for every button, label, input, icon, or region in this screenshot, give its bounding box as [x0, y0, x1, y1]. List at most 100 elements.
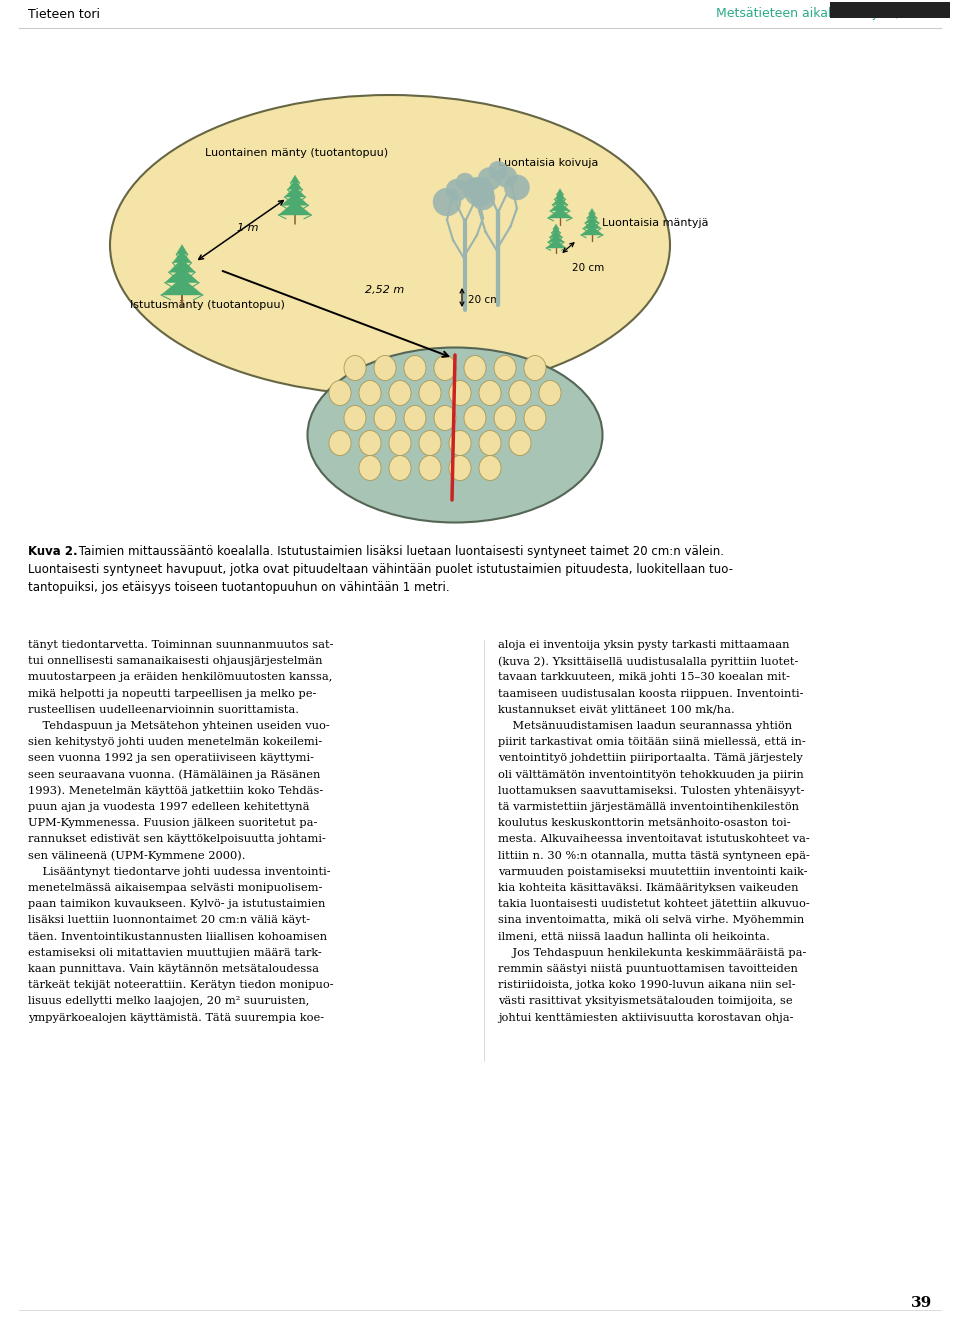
- Text: kustannukset eivät ylittäneet 100 mk/ha.: kustannukset eivät ylittäneet 100 mk/ha.: [498, 704, 734, 715]
- Text: menetelmässä aikaisempaa selvästi monipuolisem-: menetelmässä aikaisempaa selvästi monipu…: [28, 882, 323, 893]
- Ellipse shape: [446, 179, 468, 201]
- Text: sen välineenä (UPM-Kymmene 2000).: sen välineenä (UPM-Kymmene 2000).: [28, 851, 246, 861]
- Ellipse shape: [404, 355, 426, 380]
- Text: lisuus edellytti melko laajojen, 20 m² suuruisten,: lisuus edellytti melko laajojen, 20 m² s…: [28, 997, 309, 1006]
- Text: mesta. Alkuvaiheessa inventoitavat istutuskohteet va-: mesta. Alkuvaiheessa inventoitavat istut…: [498, 835, 809, 844]
- FancyBboxPatch shape: [830, 3, 950, 19]
- Ellipse shape: [489, 161, 508, 179]
- Ellipse shape: [509, 431, 531, 456]
- Ellipse shape: [374, 405, 396, 431]
- Ellipse shape: [504, 175, 530, 199]
- Ellipse shape: [496, 166, 516, 187]
- Text: ympyärkoealojen käyttämistä. Tätä suurempia koe-: ympyärkoealojen käyttämistä. Tätä suurem…: [28, 1013, 324, 1022]
- Ellipse shape: [344, 405, 366, 431]
- Text: Metsänuudistamisen laadun seurannassa yhtiön: Metsänuudistamisen laadun seurannassa yh…: [498, 722, 792, 731]
- Text: Luontaisia mäntyjä: Luontaisia mäntyjä: [602, 218, 708, 229]
- Ellipse shape: [344, 355, 366, 380]
- Polygon shape: [550, 231, 563, 237]
- Ellipse shape: [479, 431, 501, 456]
- Text: tärkeät tekijät noteerattiin. Kerätyn tiedon monipuo-: tärkeät tekijät noteerattiin. Kerätyn ti…: [28, 981, 334, 990]
- Ellipse shape: [374, 355, 396, 380]
- Text: oli välttämätön inventointityön tehokkuuden ja piirin: oli välttämätön inventointityön tehokkuu…: [498, 769, 804, 780]
- Text: estamiseksi oli mitattavien muuttujien määrä tark-: estamiseksi oli mitattavien muuttujien m…: [28, 948, 322, 958]
- Ellipse shape: [419, 431, 441, 456]
- Polygon shape: [548, 235, 564, 242]
- Text: 2,52 m: 2,52 m: [365, 284, 404, 295]
- Text: sina inventoimatta, mikä oli selvä virhe. Myöhemmin: sina inventoimatta, mikä oli selvä virhe…: [498, 916, 804, 925]
- Polygon shape: [284, 186, 305, 197]
- Text: 39: 39: [911, 1296, 932, 1310]
- Ellipse shape: [456, 173, 474, 191]
- Text: Luontaisia koivuja: Luontaisia koivuja: [498, 158, 598, 167]
- Ellipse shape: [359, 456, 381, 481]
- Text: rannukset edistivät sen käyttökelpoisuutta johtami-: rannukset edistivät sen käyttökelpoisuut…: [28, 835, 325, 844]
- Ellipse shape: [464, 405, 486, 431]
- Polygon shape: [546, 241, 565, 249]
- Ellipse shape: [404, 405, 426, 431]
- Ellipse shape: [110, 94, 670, 395]
- Text: tä varmistettiin järjestämällä inventointihenkilestön: tä varmistettiin järjestämällä inventoin…: [498, 801, 799, 812]
- Text: Taimien mittaussääntö koealalla. Istutustaimien lisäksi luetaan luontaisesti syn: Taimien mittaussääntö koealalla. Istutus…: [75, 545, 724, 558]
- Text: lisäksi luettiin luonnontaimet 20 cm:n väliä käyt-: lisäksi luettiin luonnontaimet 20 cm:n v…: [28, 916, 310, 925]
- Polygon shape: [165, 267, 199, 283]
- Text: Tieteen tori: Tieteen tori: [28, 8, 100, 20]
- Ellipse shape: [359, 431, 381, 456]
- Polygon shape: [583, 221, 601, 229]
- Polygon shape: [589, 209, 595, 214]
- Ellipse shape: [389, 380, 411, 405]
- Text: (kuva 2). Yksittäisellä uudistusalalla pyrittiin luotet-: (kuva 2). Yksittäisellä uudistusalalla p…: [498, 657, 799, 667]
- Polygon shape: [552, 197, 567, 205]
- Polygon shape: [177, 245, 188, 254]
- Ellipse shape: [434, 355, 456, 380]
- Ellipse shape: [494, 355, 516, 380]
- Text: UPM-Kymmenessa. Fuusion jälkeen suoritetut pa-: UPM-Kymmenessa. Fuusion jälkeen suoritet…: [28, 819, 318, 828]
- Text: 1 m: 1 m: [237, 223, 258, 233]
- Ellipse shape: [463, 178, 483, 198]
- Ellipse shape: [449, 456, 471, 481]
- Ellipse shape: [494, 405, 516, 431]
- Ellipse shape: [471, 186, 495, 210]
- Polygon shape: [548, 209, 572, 218]
- Ellipse shape: [389, 456, 411, 481]
- Ellipse shape: [478, 167, 501, 190]
- Text: koulutus keskuskonttorin metsänhoito-osaston toi-: koulutus keskuskonttorin metsänhoito-osa…: [498, 819, 791, 828]
- Text: takia luontaisesti uudistetut kohteet jätettiin alkuvuo-: takia luontaisesti uudistetut kohteet jä…: [498, 900, 809, 909]
- Ellipse shape: [464, 355, 486, 380]
- Ellipse shape: [524, 355, 546, 380]
- Polygon shape: [587, 213, 597, 218]
- Polygon shape: [585, 217, 599, 223]
- Text: ventointityö johdettiin piiriportaalta. Tämä järjestely: ventointityö johdettiin piiriportaalta. …: [498, 754, 803, 763]
- Text: västi rasittivat yksityismetsätalouden toimijoita, se: västi rasittivat yksityismetsätalouden t…: [498, 997, 793, 1006]
- Polygon shape: [173, 251, 191, 263]
- Text: mikä helpotti ja nopeutti tarpeellisen ja melko pe-: mikä helpotti ja nopeutti tarpeellisen j…: [28, 688, 317, 699]
- Text: Luontaisesti syntyneet havupuut, jotka ovat pituudeltaan vähintään puolet istutu: Luontaisesti syntyneet havupuut, jotka o…: [28, 563, 733, 575]
- Polygon shape: [287, 181, 302, 190]
- Polygon shape: [555, 193, 565, 199]
- Ellipse shape: [419, 380, 441, 405]
- Text: seen seuraavana vuonna. (Hämäläinen ja Räsänen: seen seuraavana vuonna. (Hämäläinen ja R…: [28, 769, 321, 780]
- Text: ristiriidoista, jotka koko 1990-luvun aikana niin sel-: ristiriidoista, jotka koko 1990-luvun ai…: [498, 981, 796, 990]
- Polygon shape: [581, 226, 603, 235]
- Text: ilmeni, että niissä laadun hallinta oli heikointa.: ilmeni, että niissä laadun hallinta oli …: [498, 932, 770, 942]
- Text: 20 cm: 20 cm: [468, 295, 500, 304]
- Text: sien kehitystyö johti uuden menetelmän kokeilemi-: sien kehitystyö johti uuden menetelmän k…: [28, 738, 323, 747]
- Ellipse shape: [465, 177, 493, 206]
- Polygon shape: [550, 202, 570, 211]
- Ellipse shape: [329, 431, 351, 456]
- Polygon shape: [169, 259, 195, 272]
- Text: varmuuden poistamiseksi muutettiin inventointi kaik-: varmuuden poistamiseksi muutettiin inven…: [498, 867, 807, 877]
- Text: puun ajan ja vuodesta 1997 edelleen kehitettynä: puun ajan ja vuodesta 1997 edelleen kehi…: [28, 801, 309, 812]
- Text: 20 cm: 20 cm: [572, 263, 604, 272]
- Text: Metsätieteen aikakauskirja 1/2002: Metsätieteen aikakauskirja 1/2002: [716, 8, 932, 20]
- Polygon shape: [291, 175, 300, 183]
- Text: tänyt tiedontarvetta. Toiminnan suunnanmuutos sat-: tänyt tiedontarvetta. Toiminnan suunnanm…: [28, 641, 333, 650]
- Ellipse shape: [449, 380, 471, 405]
- Text: täen. Inventointikustannusten liiallisen kohoamisen: täen. Inventointikustannusten liiallisen…: [28, 932, 327, 942]
- Text: Istutusmänty (tuotantopuu): Istutusmänty (tuotantopuu): [130, 300, 285, 310]
- Text: kaan punnittava. Vain käytännön metsätaloudessa: kaan punnittava. Vain käytännön metsätal…: [28, 964, 319, 974]
- Text: johtui kenttämiesten aktiivisuutta korostavan ohja-: johtui kenttämiesten aktiivisuutta koros…: [498, 1013, 794, 1022]
- Polygon shape: [281, 193, 308, 205]
- Polygon shape: [551, 227, 561, 233]
- Ellipse shape: [419, 456, 441, 481]
- Ellipse shape: [434, 405, 456, 431]
